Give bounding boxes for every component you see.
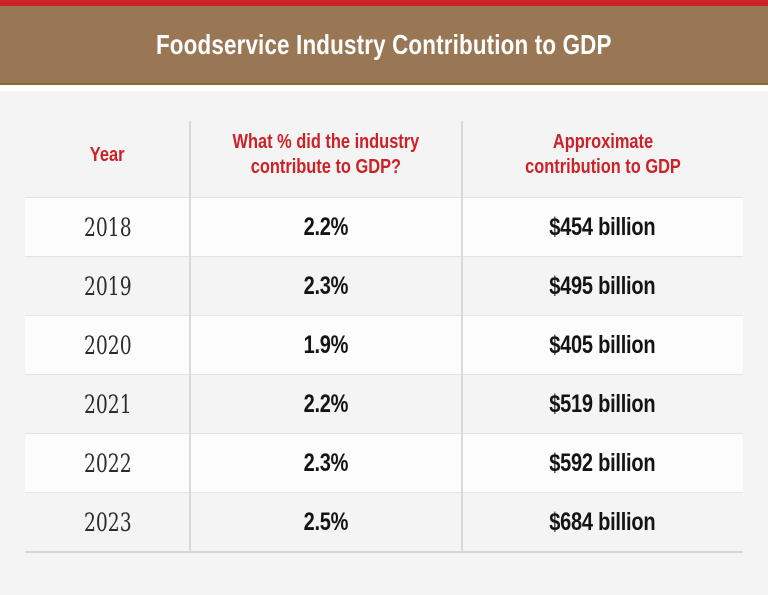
column-header-contribution: Approximate contribution to GDP xyxy=(462,130,743,180)
amount-cell: $495 billion xyxy=(549,271,656,300)
banner-divider-gap xyxy=(0,85,768,91)
table-row-2020: 2020 1.9% $405 billion xyxy=(25,315,743,374)
column-header-contribution-line2: contribution to GDP xyxy=(524,156,681,178)
percent-cell: 2.3% xyxy=(303,271,349,300)
table-row-2018: 2018 2.2% $454 billion xyxy=(25,197,743,256)
table-row-2019: 2019 2.3% $495 billion xyxy=(25,256,743,315)
percent-cell: 2.2% xyxy=(303,389,349,418)
column-divider-2 xyxy=(461,121,463,551)
amount-cell: $519 billion xyxy=(549,389,656,418)
year-cell: 2020 xyxy=(83,330,132,360)
column-header-percent-line2: contribute to GDP? xyxy=(250,156,402,178)
table-row-2022: 2022 2.3% $592 billion xyxy=(25,433,743,492)
percent-cell: 2.5% xyxy=(303,507,349,536)
year-cell: 2022 xyxy=(83,448,132,478)
table-header-row: Year What % did the industry contribute … xyxy=(25,91,743,197)
percent-cell: 2.2% xyxy=(303,212,349,241)
column-divider-1 xyxy=(189,121,191,551)
gdp-contribution-table: Year What % did the industry contribute … xyxy=(25,91,743,553)
amount-cell: $405 billion xyxy=(549,330,656,359)
year-cell: 2023 xyxy=(83,507,132,537)
column-header-year-label: Year xyxy=(90,143,125,166)
title-banner: Foodservice Industry Contribution to GDP xyxy=(0,6,768,85)
column-header-percent-line1: What % did the industry xyxy=(232,131,420,153)
amount-cell: $592 billion xyxy=(549,448,656,477)
amount-cell: $684 billion xyxy=(549,507,656,536)
year-cell: 2019 xyxy=(83,271,132,301)
year-cell: 2018 xyxy=(83,212,132,242)
percent-cell: 2.3% xyxy=(303,448,349,477)
year-cell: 2021 xyxy=(83,389,132,419)
content-area: Year What % did the industry contribute … xyxy=(0,91,768,553)
column-header-year: Year xyxy=(25,143,190,168)
percent-cell: 1.9% xyxy=(303,330,349,359)
table-row-2023: 2023 2.5% $684 billion xyxy=(25,492,743,551)
top-accent-bar xyxy=(0,0,768,6)
table-row-2021: 2021 2.2% $519 billion xyxy=(25,374,743,433)
column-header-percent: What % did the industry contribute to GD… xyxy=(190,130,462,180)
page-title: Foodservice Industry Contribution to GDP xyxy=(156,28,612,60)
amount-cell: $454 billion xyxy=(549,212,656,241)
column-header-contribution-line1: Approximate xyxy=(552,131,653,153)
